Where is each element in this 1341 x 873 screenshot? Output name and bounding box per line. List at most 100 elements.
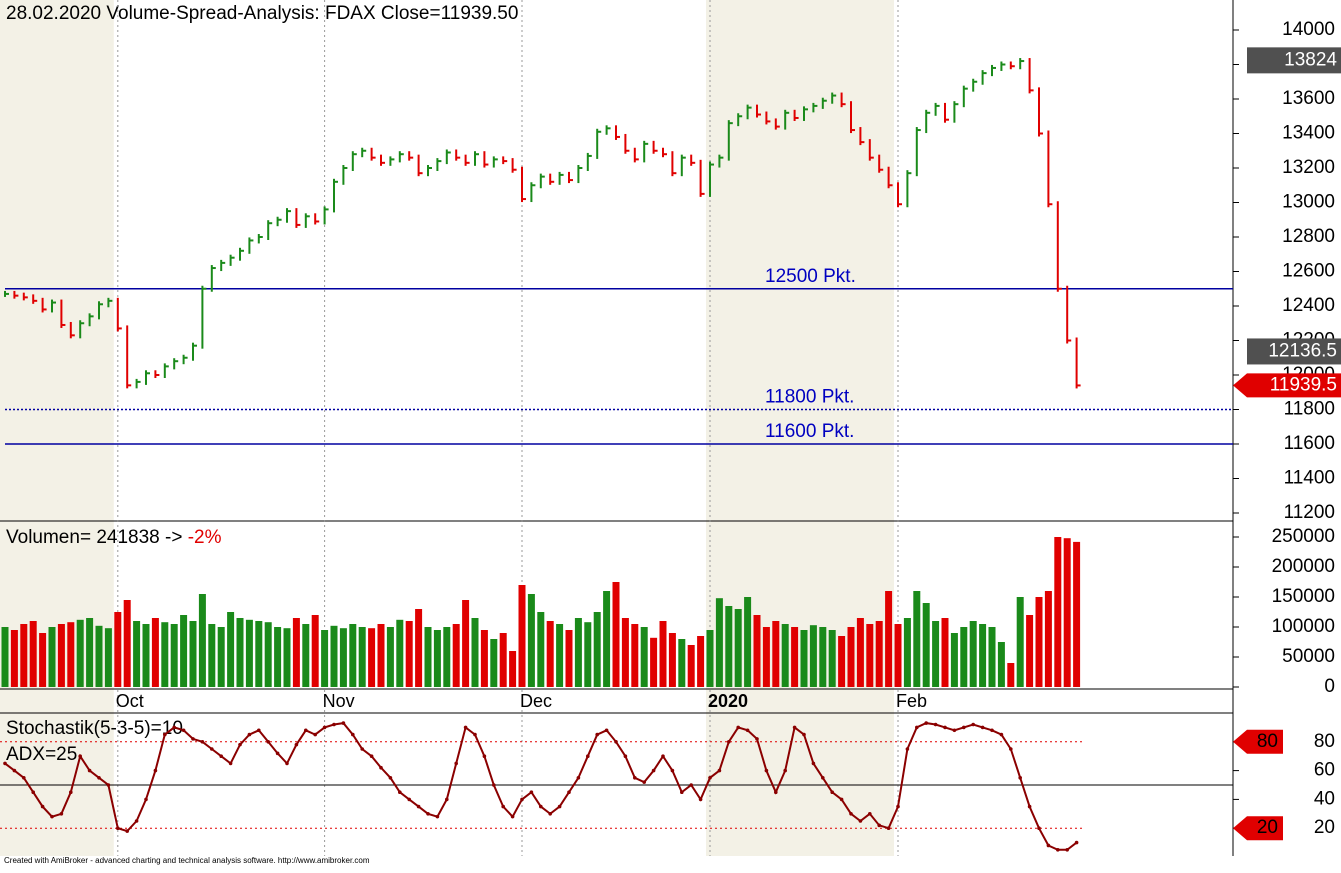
stochastic-dot — [501, 804, 506, 809]
volume-bar — [631, 624, 639, 687]
y-tick-label: 12400 — [1282, 295, 1335, 316]
volume-bar — [20, 624, 28, 687]
volume-bar — [245, 619, 253, 687]
footer: Created with AmiBroker - advanced charti… — [4, 856, 370, 865]
level-box — [1233, 729, 1283, 754]
stochastic-dot — [811, 761, 816, 766]
volume-bar — [330, 625, 338, 687]
volume-bar — [706, 630, 714, 687]
level-box — [1233, 816, 1283, 841]
volume-bar — [274, 627, 282, 687]
x-tick-label: Oct — [116, 691, 144, 711]
stochastic-dot — [78, 754, 82, 758]
y-tick-label: 12600 — [1282, 261, 1335, 282]
volume-bar — [433, 630, 441, 687]
stochastic-dot — [463, 725, 468, 730]
volume-bar — [697, 636, 705, 687]
stochastic-dot — [69, 790, 73, 794]
volume-bar — [960, 627, 968, 687]
chart-title: 28.02.2020 Volume-Spread-Analysis: FDAX … — [6, 3, 518, 24]
volume-bar — [1073, 541, 1081, 687]
stochastic-dot — [595, 732, 599, 737]
stochastic-dot — [943, 725, 947, 730]
stochastic-dot — [736, 725, 740, 730]
stochastic-dot — [1056, 848, 1060, 852]
volume-bar — [903, 618, 911, 687]
stochastic-dot — [134, 819, 139, 823]
volume-bar — [217, 627, 225, 687]
volume-bar — [913, 591, 921, 687]
y-tick-label: 12800 — [1282, 226, 1335, 247]
stochastic-dot — [97, 776, 101, 780]
volume-bar — [283, 628, 291, 687]
volume-bar — [292, 618, 300, 687]
volume-change: -2% — [188, 527, 222, 548]
stochastic-dot — [755, 737, 759, 741]
volume-bar — [480, 630, 488, 687]
volume-bar — [452, 624, 460, 687]
stochastic-dot — [341, 721, 346, 725]
stochastic-dot — [40, 804, 45, 809]
volume-bar — [471, 618, 479, 687]
volume-bar — [1035, 597, 1043, 687]
stochastic-dot — [388, 776, 393, 780]
volume-bar — [734, 609, 742, 687]
volume-bar — [687, 645, 695, 687]
stochastic-dot — [623, 754, 628, 758]
stochastic-dot — [1018, 776, 1022, 780]
close-arrow — [1233, 373, 1341, 398]
y-tick-label: 80 — [1314, 731, 1335, 752]
price-marker: 12136.5 — [1268, 340, 1337, 361]
volume-bar — [612, 582, 620, 687]
volume-bar — [556, 624, 564, 687]
stochastic-dot — [952, 728, 957, 733]
stochastic-dot — [567, 790, 571, 794]
stochastic-dot — [181, 728, 186, 733]
stochastic-dot — [266, 740, 271, 744]
stochastic-dot — [821, 776, 825, 780]
volume-bar — [161, 622, 169, 687]
volume-bar — [838, 636, 846, 687]
volume-bar — [781, 624, 789, 687]
stochastic-dot — [369, 754, 374, 758]
volume-bar — [772, 621, 780, 687]
stochastic-dot — [379, 765, 383, 770]
stochastic-dot — [764, 768, 769, 773]
volume-bar — [866, 624, 874, 687]
volume-bar — [950, 633, 958, 687]
y-tick-label: 0 — [1324, 676, 1335, 697]
stochastic-dot — [933, 722, 938, 727]
price-marker-box — [1247, 47, 1341, 74]
stochastic-dot — [172, 725, 176, 730]
stochastic-dot — [191, 737, 195, 741]
stochastic-dot — [445, 797, 449, 802]
stochastic-dot — [548, 812, 552, 816]
price-marker: 13824 — [1284, 49, 1337, 70]
x-tick-label: Nov — [323, 691, 355, 711]
y-tick-label: 13400 — [1282, 123, 1335, 144]
volume-bar — [377, 624, 385, 687]
stochastic-dot — [990, 728, 994, 733]
stochastic-dot — [774, 790, 778, 794]
volume-bar — [321, 630, 329, 687]
volume-bar — [405, 621, 413, 687]
stochastic-dot — [614, 740, 618, 744]
level-label: 11600 Pkt. — [765, 421, 854, 442]
price-marker-box — [1247, 338, 1341, 365]
stochastic-dot — [257, 728, 261, 733]
stochastic-dot — [971, 722, 975, 727]
stochastic-dot — [492, 783, 496, 787]
stochastic-dot — [228, 761, 233, 766]
volume-bar — [762, 627, 770, 687]
stochastic-dot — [87, 768, 92, 773]
stochastic-dot — [426, 812, 430, 816]
volume-bar — [29, 621, 37, 687]
y-tick-label: 11400 — [1284, 468, 1335, 489]
volume-bar — [10, 630, 18, 687]
y-tick-label: 50000 — [1282, 646, 1335, 667]
stochastic-dot — [473, 732, 477, 737]
stochastic-dot — [163, 732, 167, 737]
y-tick-label: 13200 — [1282, 157, 1335, 178]
stochastic-dot — [849, 812, 853, 816]
